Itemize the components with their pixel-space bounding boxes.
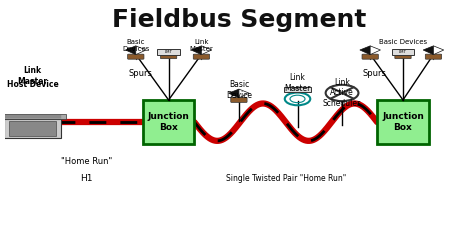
Text: H1: H1 (80, 174, 93, 183)
Text: Link
Master: Link Master (284, 73, 310, 93)
FancyBboxPatch shape (284, 86, 311, 92)
Polygon shape (136, 46, 146, 55)
Polygon shape (239, 89, 249, 98)
Text: Link
Master: Link Master (190, 39, 213, 52)
FancyBboxPatch shape (425, 54, 442, 59)
Polygon shape (228, 89, 239, 98)
Polygon shape (423, 46, 433, 55)
Text: LMT: LMT (293, 87, 301, 91)
FancyBboxPatch shape (377, 100, 429, 144)
FancyBboxPatch shape (231, 97, 247, 102)
Text: Basic
Devices: Basic Devices (122, 39, 149, 52)
Text: Link
Master: Link Master (18, 66, 48, 86)
Polygon shape (201, 46, 212, 55)
Text: Link
Active
Scheduler: Link Active Scheduler (323, 78, 361, 108)
Polygon shape (191, 46, 201, 55)
FancyBboxPatch shape (0, 114, 66, 119)
FancyBboxPatch shape (128, 54, 144, 59)
Polygon shape (126, 46, 136, 55)
Polygon shape (370, 46, 381, 55)
Polygon shape (433, 46, 444, 55)
Text: Basic
Device: Basic Device (226, 80, 252, 99)
Text: Single Twisted Pair "Home Run": Single Twisted Pair "Home Run" (226, 174, 346, 183)
Text: Spurs: Spurs (363, 69, 387, 78)
Text: "Home Run": "Home Run" (61, 157, 112, 166)
Text: Spurs: Spurs (128, 69, 153, 78)
Text: LMT: LMT (164, 50, 173, 54)
FancyBboxPatch shape (143, 100, 194, 144)
Text: Basic Devices: Basic Devices (379, 39, 427, 45)
FancyBboxPatch shape (157, 50, 180, 55)
FancyBboxPatch shape (9, 121, 56, 137)
FancyBboxPatch shape (193, 54, 210, 59)
FancyBboxPatch shape (395, 54, 411, 59)
Text: Junction
Box: Junction Box (148, 112, 190, 132)
Text: Host Device: Host Device (7, 80, 58, 89)
Text: LMT: LMT (399, 50, 407, 54)
Text: Fieldbus Segment: Fieldbus Segment (112, 8, 366, 32)
FancyBboxPatch shape (4, 119, 61, 138)
FancyBboxPatch shape (160, 54, 177, 59)
FancyBboxPatch shape (362, 54, 378, 59)
FancyBboxPatch shape (392, 50, 414, 55)
Text: Junction
Box: Junction Box (382, 112, 424, 132)
Polygon shape (360, 46, 370, 55)
